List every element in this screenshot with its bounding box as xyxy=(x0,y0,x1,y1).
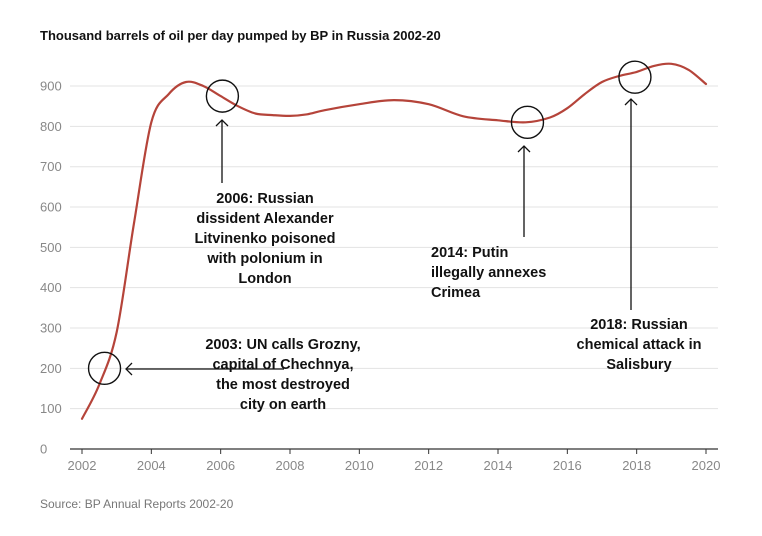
annotation-text-line: 2014: Putin xyxy=(431,245,508,261)
annotation-arrowhead xyxy=(215,119,229,127)
annotation-text-line: capital of Chechnya, xyxy=(212,357,353,373)
y-tick-label: 100 xyxy=(40,401,62,416)
annotation-arrowhead xyxy=(624,98,638,106)
y-tick-label: 600 xyxy=(40,200,62,215)
y-tick-label: 800 xyxy=(40,119,62,134)
annotation-text-line: with polonium in xyxy=(206,251,322,267)
annotation-text-line: illegally annexes xyxy=(431,265,546,281)
annotation-text-line: city on earth xyxy=(240,397,326,413)
annotation-text-line: chemical attack in xyxy=(577,337,702,353)
annotation-text-line: Litvinenko poisoned xyxy=(195,231,336,247)
event-marker-circle xyxy=(205,79,240,113)
x-tick-label: 2016 xyxy=(553,458,582,473)
y-tick-label: 300 xyxy=(40,321,62,336)
annotation-text-line: 2006: Russian xyxy=(216,191,314,207)
y-tick-label: 0 xyxy=(40,442,47,457)
x-tick-label: 2004 xyxy=(137,458,166,473)
y-tick-label: 500 xyxy=(40,240,62,255)
annotation-text-line: 2018: Russian xyxy=(590,317,688,333)
x-tick-label: 2014 xyxy=(484,458,513,473)
annotation-text-line: the most destroyed xyxy=(216,377,350,393)
annotation-text-line: Salisbury xyxy=(606,357,671,373)
event-marker-circle xyxy=(510,105,545,140)
annotation-text-line: Crimea xyxy=(431,285,481,301)
x-tick-label: 2008 xyxy=(276,458,305,473)
y-tick-label: 400 xyxy=(40,280,62,295)
annotation-arrowhead xyxy=(125,362,133,376)
event-marker-circle xyxy=(618,60,652,94)
x-tick-label: 2012 xyxy=(414,458,443,473)
annotation-text-line: 2003: UN calls Grozny, xyxy=(205,337,360,353)
chart-title: Thousand barrels of oil per day pumped b… xyxy=(40,28,441,43)
x-tick-label: 2018 xyxy=(622,458,651,473)
x-tick-label: 2002 xyxy=(68,458,97,473)
annotation-text-line: London xyxy=(238,271,291,287)
source-note: Source: BP Annual Reports 2002-20 xyxy=(40,497,234,511)
x-tick-label: 2020 xyxy=(692,458,721,473)
annotation-arrowhead xyxy=(517,145,531,153)
y-tick-label: 900 xyxy=(40,79,62,94)
x-tick-label: 2006 xyxy=(206,458,235,473)
event-marker-circle xyxy=(87,351,122,386)
y-tick-label: 700 xyxy=(40,159,62,174)
y-tick-label: 200 xyxy=(40,361,62,376)
annotation-text-line: dissident Alexander xyxy=(196,211,334,227)
x-tick-label: 2010 xyxy=(345,458,374,473)
